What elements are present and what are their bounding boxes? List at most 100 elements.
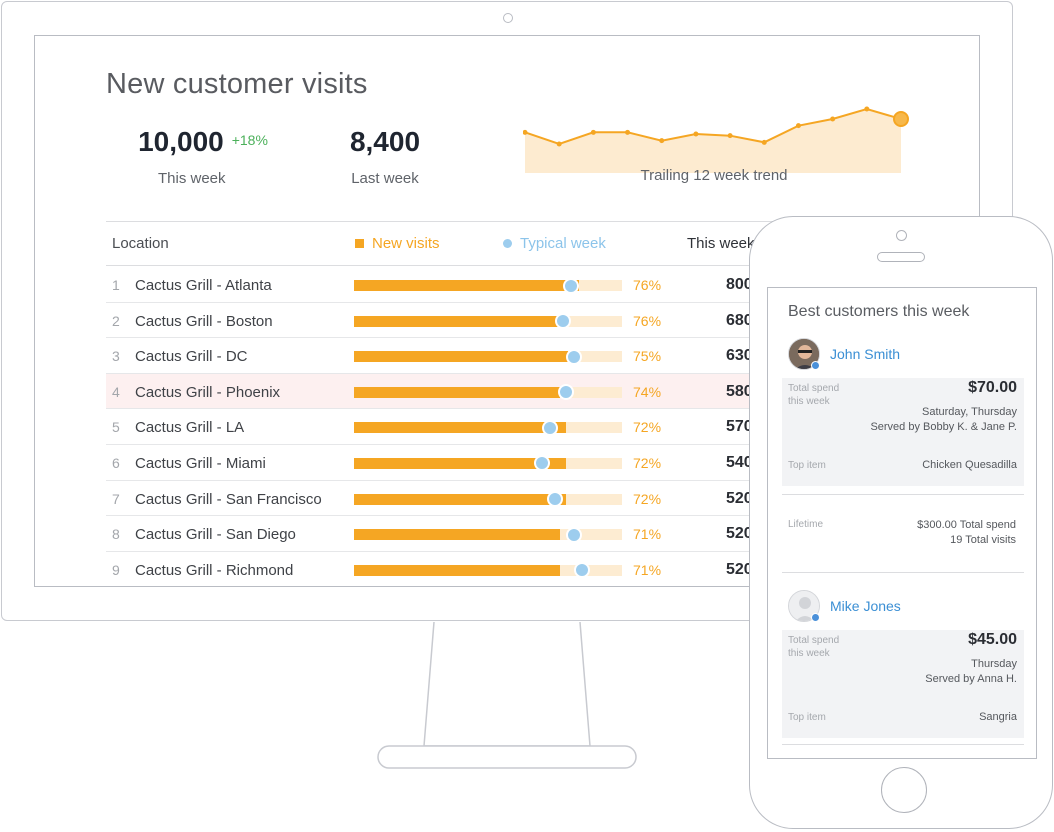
- table-row[interactable]: 9 Cactus Grill - Richmond 71% 520: [106, 552, 979, 586]
- new-visits-bar: [354, 384, 622, 401]
- customer-card-john-smith[interactable]: John Smith Total spend this week $70.00 …: [782, 338, 1024, 486]
- last-week-label: Last week: [351, 170, 419, 187]
- table-row[interactable]: 5 Cactus Grill - LA 72% 570: [106, 409, 979, 445]
- new-visits-bar: [354, 562, 622, 579]
- row-percent: 74%: [633, 383, 662, 400]
- new-visits-bar: [354, 526, 622, 543]
- customer-header: John Smith: [782, 338, 1024, 374]
- row-percent: 72%: [633, 419, 662, 436]
- row-percent: 76%: [633, 312, 662, 329]
- new-visits-bar: [354, 491, 622, 508]
- trend-label: Trailing 12 week trend: [640, 167, 788, 184]
- top-item-value: Sangria: [979, 711, 1017, 723]
- table-row[interactable]: 2 Cactus Grill - Boston 76% 680: [106, 303, 979, 339]
- column-this-week[interactable]: This week: [687, 235, 755, 252]
- row-location: Cactus Grill - DC: [135, 348, 248, 366]
- dashboard-title: New customer visits: [106, 68, 368, 100]
- row-rank: 7: [112, 490, 120, 507]
- this-week-label: This week: [158, 170, 226, 187]
- row-this-week: 520: [726, 560, 753, 578]
- row-this-week: 570: [726, 418, 753, 436]
- last-week-value: 8,400: [349, 126, 421, 157]
- trend-current-point: [893, 111, 909, 127]
- trend-points: [523, 106, 909, 147]
- bar-fill: [354, 457, 566, 469]
- row-rank: 4: [112, 383, 120, 400]
- top-item-label: Top item: [788, 712, 826, 723]
- this-week-value: 10,000: [138, 126, 224, 157]
- row-percent: 71%: [633, 526, 662, 543]
- bar-fill: [354, 529, 561, 541]
- new-visits-bar: [354, 313, 622, 330]
- last-week-metric: 8,400 Last week: [325, 126, 445, 187]
- total-spend-label: Total spend: [788, 635, 840, 646]
- table-row[interactable]: 6 Cactus Grill - Miami 72% 540: [106, 445, 979, 481]
- row-rank: 3: [112, 348, 120, 365]
- table-row[interactable]: 1 Cactus Grill - Atlanta 76% 800: [106, 267, 979, 303]
- table-row[interactable]: 3 Cactus Grill - DC 75% 630: [106, 338, 979, 374]
- row-this-week: 680: [726, 311, 753, 329]
- row-rank: 8: [112, 526, 120, 543]
- customer-card-mike-jones[interactable]: Mike Jones Total spend this week $45.00 …: [782, 590, 1024, 738]
- avatar-badge-icon: [811, 613, 820, 622]
- row-percent: 75%: [633, 348, 662, 365]
- table-row[interactable]: 7 Cactus Grill - San Francisco 72% 520: [106, 481, 979, 517]
- row-rank: 9: [112, 561, 120, 578]
- bar-fill: [354, 422, 566, 434]
- trend-point: [761, 139, 767, 145]
- trend-point: [830, 116, 836, 122]
- phone-screen: Best customers this week John Smith Tota…: [767, 287, 1037, 759]
- customer-header: Mike Jones: [782, 590, 1024, 626]
- avatar-photo-icon: [789, 339, 819, 369]
- typical-week-marker: [565, 348, 582, 365]
- new-visits-bar: [354, 277, 622, 294]
- trend-point: [625, 129, 631, 135]
- row-location: Cactus Grill - Richmond: [135, 561, 294, 579]
- row-this-week: 540: [726, 453, 753, 471]
- new-visits-bar: [354, 348, 622, 365]
- mobile-phone: Best customers this week John Smith Tota…: [749, 216, 1053, 829]
- lifetime-visits: 19 Total visits: [950, 534, 1016, 546]
- trend-point: [523, 129, 528, 135]
- table-row[interactable]: 8 Cactus Grill - San Diego 71% 520: [106, 516, 979, 552]
- customer-name-link[interactable]: Mike Jones: [830, 598, 901, 614]
- avatar-badge-icon: [811, 361, 820, 370]
- bar-fill: [354, 386, 561, 398]
- row-location: Cactus Grill - Phoenix: [135, 383, 281, 401]
- phone-speaker: [877, 252, 925, 262]
- avatar: [788, 338, 820, 370]
- phone-camera: [896, 230, 907, 241]
- row-rank: 2: [112, 312, 120, 329]
- typical-week-marker: [565, 526, 582, 543]
- trend-point: [693, 131, 699, 137]
- row-location: Cactus Grill - San Diego: [135, 526, 296, 544]
- total-spend-sublabel: this week: [788, 396, 830, 407]
- row-percent: 72%: [633, 454, 662, 471]
- row-location: Cactus Grill - San Francisco: [135, 490, 322, 508]
- typical-week-marker: [573, 562, 590, 579]
- trend-point: [556, 141, 562, 147]
- column-location[interactable]: Location: [112, 235, 169, 252]
- bar-fill: [354, 493, 566, 505]
- typical-week-marker: [547, 491, 563, 508]
- visit-days: Thursday: [971, 658, 1017, 670]
- served-by: Served by Anna H.: [925, 673, 1017, 685]
- best-customers-title: Best customers this week: [788, 303, 970, 320]
- divider: [782, 744, 1024, 745]
- customer-name-link[interactable]: John Smith: [830, 346, 901, 362]
- divider: [782, 494, 1024, 495]
- row-percent: 71%: [633, 561, 662, 578]
- row-this-week: 580: [726, 382, 753, 400]
- lifetime-spend: $300.00 Total spend: [917, 519, 1016, 531]
- this-week-delta: +18%: [231, 132, 268, 148]
- phone-home-button[interactable]: [881, 767, 927, 813]
- legend-typical-week: Typical week: [503, 235, 606, 252]
- new-visits-bar: [354, 455, 622, 472]
- row-rank: 6: [112, 454, 120, 471]
- lifetime-label: Lifetime: [788, 519, 824, 530]
- trailing-trend-sparkline: [523, 106, 909, 173]
- trend-point: [864, 106, 870, 112]
- trend-point: [795, 123, 801, 129]
- row-this-week: 520: [726, 525, 753, 543]
- top-item-label: Top item: [788, 460, 826, 471]
